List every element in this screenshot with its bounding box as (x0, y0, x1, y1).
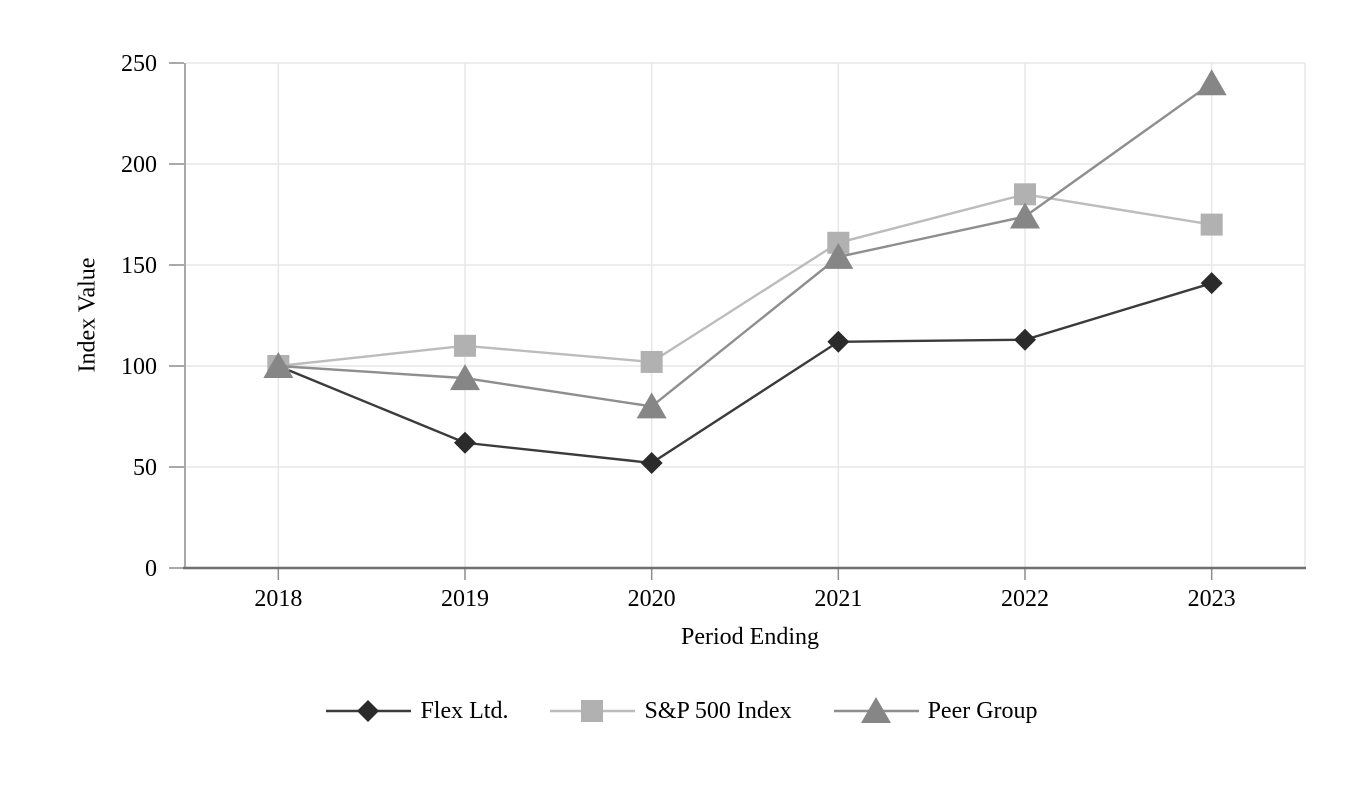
marker-flex-ltd-2020 (640, 451, 663, 474)
marker-peer-group-2022 (1010, 202, 1040, 229)
marker-flex-ltd-2023 (1200, 272, 1223, 295)
legend-label-flex-ltd: Flex Ltd. (420, 697, 509, 724)
x-axis-title: Period Ending (681, 624, 819, 650)
legend-label-peer-group: Peer Group (927, 697, 1038, 724)
y-tick-label-200: 200 (121, 152, 157, 178)
marker-peer-group-2018 (263, 352, 294, 378)
legend: Flex Ltd. S&P 500 Index Peer Group (0, 696, 1364, 726)
series-line-s-p-500-index (278, 193, 1212, 368)
y-tick-label-0: 0 (145, 556, 157, 582)
marker-s-p-500-index-2023 (1200, 213, 1223, 236)
y-tick-label-100: 100 (121, 354, 157, 380)
legend-label-s-p-500-index: S&P 500 Index (644, 697, 792, 724)
marker-s-p-500-index-2020 (640, 350, 663, 373)
marker-flex-ltd-2019 (454, 431, 476, 454)
y-tick-label-150: 150 (121, 253, 157, 279)
x-tick-label-2023: 2023 (1188, 586, 1236, 612)
x-tick-label-2020: 2020 (628, 586, 676, 612)
marker-flex-ltd-2021 (827, 330, 850, 353)
x-tick-label-2021: 2021 (814, 586, 862, 612)
legend-item-s-p-500-index: S&P 500 Index (550, 696, 792, 726)
series-line-peer-group (278, 82, 1213, 408)
marker-peer-group-2023 (1196, 69, 1227, 96)
legend-square-icon (550, 700, 636, 722)
legend-triangle-icon (833, 697, 919, 723)
legend-marker-flex-ltd (357, 700, 380, 722)
marker-peer-group-2019 (450, 364, 480, 391)
marker-s-p-500-index-2022 (1014, 183, 1036, 206)
y-tick-label-50: 50 (133, 455, 157, 481)
x-tick-label-2022: 2022 (1001, 586, 1049, 612)
marker-flex-ltd-2022 (1014, 328, 1036, 351)
marker-s-p-500-index-2019 (454, 334, 476, 357)
x-tick-label-2019: 2019 (441, 586, 489, 612)
x-tick-label-2018: 2018 (254, 586, 302, 612)
marker-peer-group-2021 (823, 242, 854, 269)
series-line-flex-ltd (277, 282, 1213, 465)
marker-peer-group-2020 (636, 392, 667, 419)
y-axis-title: Index Value (74, 257, 101, 373)
marker-s-p-500-index-2021 (827, 231, 850, 254)
legend-item-flex-ltd: Flex Ltd. (326, 696, 508, 726)
legend-marker-peer-group (860, 697, 891, 723)
legend-diamond-icon (326, 700, 412, 722)
legend-marker-s-p-500-index (581, 700, 604, 722)
y-tick-label-250: 250 (121, 51, 157, 77)
legend-item-peer-group: Peer Group (833, 696, 1038, 726)
